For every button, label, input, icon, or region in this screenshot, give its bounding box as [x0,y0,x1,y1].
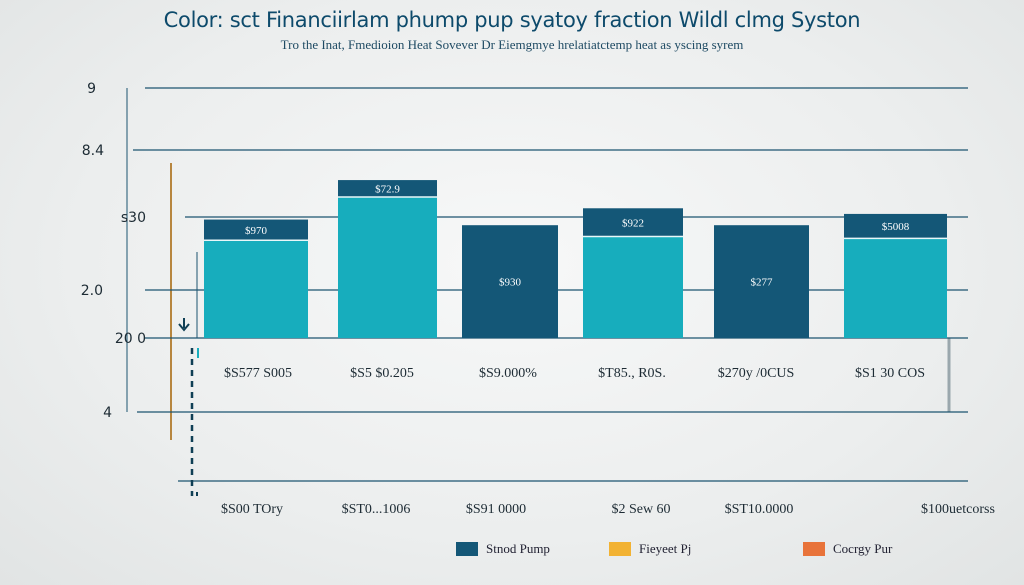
bar-dark-segment [204,219,308,241]
legend-label-stnod-pump: Stnod Pump [486,541,550,556]
bar-dark-segment [338,180,437,197]
down-arrow-icon [178,318,190,332]
category-label: $T85., R0S. [598,366,666,381]
y-tick-label: 4 [103,405,112,421]
bar-light-segment [583,236,683,338]
legend-swatch-stnod-pump [456,542,478,556]
legend-label-cocrgy-pur: Cocrgy Pur [833,541,893,556]
bar-value-label: $970 [245,225,268,237]
bottom-axis-label: $2 Sew 60 [611,502,670,517]
y-tick-label: 9 [87,81,96,97]
category-label: $S1 30 COS [855,366,925,381]
chart-title: Color: sct Financiirlam phump pup syatoy… [163,8,861,32]
bar-light-segment [844,238,947,338]
legend-item-stnod-pump: Stnod Pump [456,540,550,558]
y-tick-label: 20 0 [115,331,146,347]
bar-value-label: $5008 [882,221,910,233]
bar-dark-segment [462,225,558,338]
bottom-axis-label: $S00 TOry [221,502,283,517]
bottom-axis-label: $S91 0000 [466,502,526,517]
bottom-axis-label: $100uetcorss [921,502,995,517]
bar-value-label: $922 [622,217,644,229]
legend-item-fieyeet-pj: Fieyeet Pj [609,540,691,558]
chart-subtitle: Tro the Inat, Fmedioion Heat Sovever Dr … [280,37,744,52]
bar-light-segment [338,197,437,338]
bar-value-label: $930 [499,277,522,289]
category-label: $S9.000% [479,366,537,381]
bar-dark-segment [844,213,947,239]
y-tick-label: s30 [121,210,146,226]
legend-label-fieyeet-pj: Fieyeet Pj [639,541,692,556]
bottom-axis-label: $ST10.0000 [725,502,794,517]
bar-value-label: $72.9 [375,184,400,196]
category-label: $270y /0CUS [718,366,795,381]
legend-swatch-cocrgy-pur [803,542,825,556]
bar-dark-segment [714,225,809,338]
legend-swatch-fieyeet-pj [609,542,631,556]
bottom-axis-label: $ST0...1006 [342,502,411,517]
category-label: $S5 $0.205 [350,366,414,381]
category-label: $S577 S005 [224,366,292,381]
bar-value-label: $277 [751,277,774,289]
bar-dark-segment [583,208,683,237]
legend-item-cocrgy-pur: Cocrgy Pur [803,540,892,558]
y-tick-label: 8.4 [82,143,104,159]
bar-light-segment [204,240,308,338]
y-tick-label: 2.0 [81,283,103,299]
